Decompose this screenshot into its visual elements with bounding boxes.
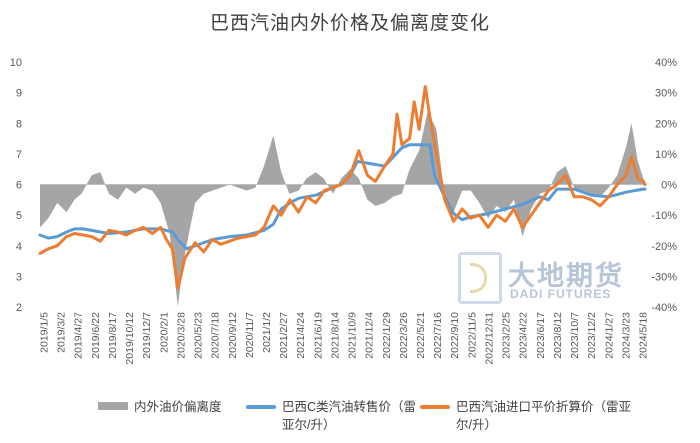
x-tick: 2020/2/1 [158,312,170,353]
x-tick: 2021/6/19 [312,312,324,359]
legend-label-deviation: 内外油价偏离度 [134,400,222,414]
watermark-cn: 大地期货 [508,261,624,291]
x-tick: 2021/1/2 [261,312,273,353]
y-left-tick: 3 [16,271,22,283]
x-tick: 2023/8/12 [552,312,564,359]
x-tick: 2019/10/12 [124,312,136,365]
y-left-tick: 6 [16,180,22,192]
x-tick: 2021/12/4 [364,312,376,359]
watermark: 大地期货 DADI FUTURES [458,252,658,307]
x-tick: 2022/1/29 [381,312,393,359]
x-tick: 2020/3/28 [175,312,187,359]
x-tick: 2020/5/23 [193,312,205,359]
y-left-tick: 10 [10,57,22,69]
y-left-tick: 9 [16,88,22,100]
y-right-tick: -30% [651,271,677,283]
dadi-logo-icon [458,252,502,304]
x-tick: 2019/4/27 [73,312,85,359]
y-right-tick: 20% [655,118,677,130]
y-right-tick: -10% [651,210,677,222]
x-tick: 2024/3/23 [620,312,632,359]
x-tick: 2019/12/7 [141,312,153,359]
deviation-area [40,111,645,307]
y-left-tick: 4 [16,241,22,253]
x-tick: 2023/6/17 [535,312,547,359]
x-tick: 2022/9/10 [449,312,461,359]
x-tick: 2023/2/25 [501,312,513,359]
y-right-tick: 0% [661,180,677,192]
x-tick: 2020/11/7 [244,312,256,358]
x-tick: 2019/6/22 [90,312,102,359]
legend-item-resale: 巴西C类汽油转售价（雷亚尔/升） [246,398,417,434]
y-left-tick: 7 [16,149,22,161]
x-tick: 2019/3/2 [56,312,68,353]
x-tick: 2022/3/26 [398,312,410,359]
x-tick: 2019/1/5 [39,312,51,353]
y-left-tick: 8 [16,118,22,130]
x-tick: 2020/9/12 [227,312,239,359]
y-right-tick: -20% [651,241,677,253]
legend-item-deviation: 内外油价偏离度 [98,398,222,416]
x-tick: 2023/10/7 [569,312,581,359]
y-left-tick: 2 [16,302,22,314]
x-tick: 2019/8/17 [107,312,119,359]
y-right-tick: 40% [655,57,677,69]
x-tick: 2021/2/27 [278,312,290,359]
x-tick: 2023/12/2 [586,312,598,359]
x-tick: 2024/1/27 [603,312,615,359]
y-left-tick: 5 [16,210,22,222]
legend-label-resale: 巴西C类汽油转售价（雷亚尔/升） [282,400,417,432]
x-tick: 2022/12/31 [483,312,495,365]
x-tick: 2021/8/14 [329,312,341,359]
chart-canvas: 2 3 4 5 6 7 8 9 10 -40% -30% -20% -10% 0% 10% 20% 30% 40%… [10,57,677,365]
legend-item-import: 巴西汽油进口平价折算价（雷亚尔/升） [420,398,631,434]
x-tick: 2023/4/22 [518,312,530,359]
legend-label-import: 巴西汽油进口平价折算价（雷亚尔/升） [456,400,632,432]
x-tick: 2021/4/24 [295,312,307,359]
x-tick: 2022/11/5 [466,312,478,358]
y-right-tick: 10% [655,149,677,161]
legend: 内外油价偏离度 巴西C类汽油转售价（雷亚尔/升） 巴西汽油进口平价折算价（雷亚尔… [0,398,700,443]
y-right-tick: -40% [651,302,677,314]
x-tick: 2022/5/21 [415,312,427,359]
legend-swatch-import [420,405,450,409]
legend-swatch-deviation [98,402,128,410]
x-tick: 2020/7/18 [210,312,222,359]
x-tick: 2024/5/18 [638,312,650,359]
y-right-tick: 30% [655,88,677,100]
chart-title: 巴西汽油内外价格及偏离度变化 [209,13,490,34]
import-parity-line [38,85,647,291]
watermark-en: DADI FUTURES [510,287,612,301]
legend-swatch-resale [246,405,276,409]
x-tick: 2021/10/9 [347,312,359,359]
x-tick: 2022/7/16 [432,312,444,359]
